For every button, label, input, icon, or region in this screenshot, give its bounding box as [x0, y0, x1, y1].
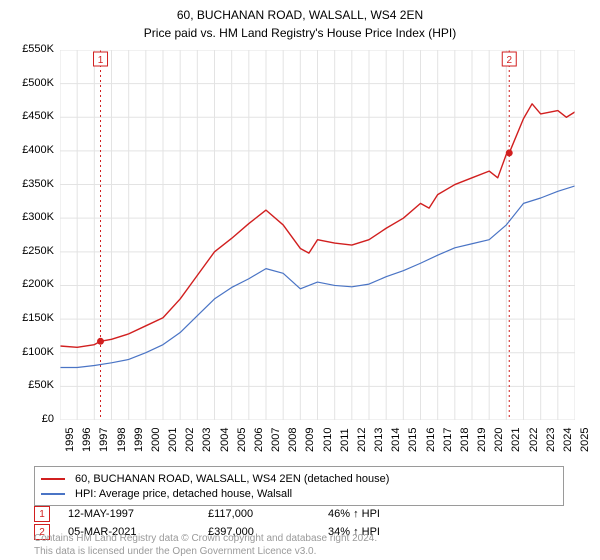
y-tick-label: £400K — [0, 144, 54, 156]
x-tick-label: 2011 — [339, 428, 351, 452]
y-tick-label: £550K — [0, 43, 54, 55]
y-tick-label: £100K — [0, 346, 54, 358]
x-tick-label: 2022 — [528, 428, 540, 452]
x-tick-label: 2001 — [167, 428, 179, 452]
svg-text:2: 2 — [506, 55, 512, 66]
x-tick-label: 2008 — [287, 428, 299, 452]
plot-svg: 12 — [60, 50, 575, 420]
legend-label-hpi: HPI: Average price, detached house, Wals… — [75, 488, 292, 500]
legend-swatch-hpi — [41, 493, 65, 495]
x-tick-label: 1997 — [98, 428, 110, 452]
legend-swatch-property — [41, 478, 65, 480]
y-tick-label: £450K — [0, 110, 54, 122]
chart-container: 60, BUCHANAN ROAD, WALSALL, WS4 2EN Pric… — [0, 0, 600, 560]
y-tick-label: £50K — [0, 379, 54, 391]
x-tick-label: 2010 — [322, 428, 334, 452]
x-tick-label: 2024 — [562, 428, 574, 452]
x-tick-label: 2016 — [425, 428, 437, 452]
y-tick-label: £0 — [0, 413, 54, 425]
marker-box-1: 1 — [34, 506, 50, 522]
x-tick-label: 1996 — [81, 428, 93, 452]
x-tick-label: 2006 — [253, 428, 265, 452]
x-tick-label: 2002 — [184, 428, 196, 452]
y-tick-label: £150K — [0, 312, 54, 324]
x-tick-label: 1999 — [133, 428, 145, 452]
x-tick-label: 2023 — [545, 428, 557, 452]
legend: 60, BUCHANAN ROAD, WALSALL, WS4 2EN (det… — [34, 466, 564, 506]
svg-text:1: 1 — [98, 55, 104, 66]
attribution-line2: This data is licensed under the Open Gov… — [34, 546, 564, 557]
y-tick-label: £350K — [0, 178, 54, 190]
marker-index-1: 1 — [39, 509, 45, 520]
x-tick-label: 2020 — [493, 428, 505, 452]
x-tick-label: 2015 — [407, 428, 419, 452]
y-tick-label: £250K — [0, 245, 54, 257]
x-tick-label: 2025 — [579, 428, 591, 452]
x-tick-label: 2012 — [356, 428, 368, 452]
attribution-line1: Contains HM Land Registry data © Crown c… — [34, 533, 564, 544]
x-tick-label: 2021 — [510, 428, 522, 452]
legend-row-hpi: HPI: Average price, detached house, Wals… — [41, 486, 557, 501]
chart-title-line2: Price paid vs. HM Land Registry's House … — [0, 26, 600, 40]
x-tick-label: 2009 — [304, 428, 316, 452]
x-tick-label: 2018 — [459, 428, 471, 452]
x-tick-label: 2000 — [150, 428, 162, 452]
marker-price-1: £117,000 — [208, 508, 328, 520]
x-tick-label: 2017 — [442, 428, 454, 452]
x-tick-label: 2004 — [219, 428, 231, 452]
marker-date-1: 12-MAY-1997 — [68, 508, 208, 520]
y-tick-label: £300K — [0, 211, 54, 223]
x-tick-label: 2014 — [390, 428, 402, 452]
y-tick-label: £200K — [0, 278, 54, 290]
x-tick-label: 2007 — [270, 428, 282, 452]
x-tick-label: 1998 — [116, 428, 128, 452]
x-tick-label: 2013 — [373, 428, 385, 452]
y-tick-label: £500K — [0, 77, 54, 89]
x-tick-label: 2019 — [476, 428, 488, 452]
marker-delta-1: 46% ↑ HPI — [328, 508, 448, 520]
plot-area: 12 — [60, 50, 575, 420]
marker-row-1: 1 12-MAY-1997 £117,000 46% ↑ HPI — [34, 506, 564, 522]
chart-title-line1: 60, BUCHANAN ROAD, WALSALL, WS4 2EN — [0, 8, 600, 22]
legend-row-property: 60, BUCHANAN ROAD, WALSALL, WS4 2EN (det… — [41, 471, 557, 486]
x-tick-label: 2005 — [236, 428, 248, 452]
x-tick-label: 2003 — [201, 428, 213, 452]
legend-label-property: 60, BUCHANAN ROAD, WALSALL, WS4 2EN (det… — [75, 473, 389, 485]
x-tick-label: 1995 — [64, 428, 76, 452]
